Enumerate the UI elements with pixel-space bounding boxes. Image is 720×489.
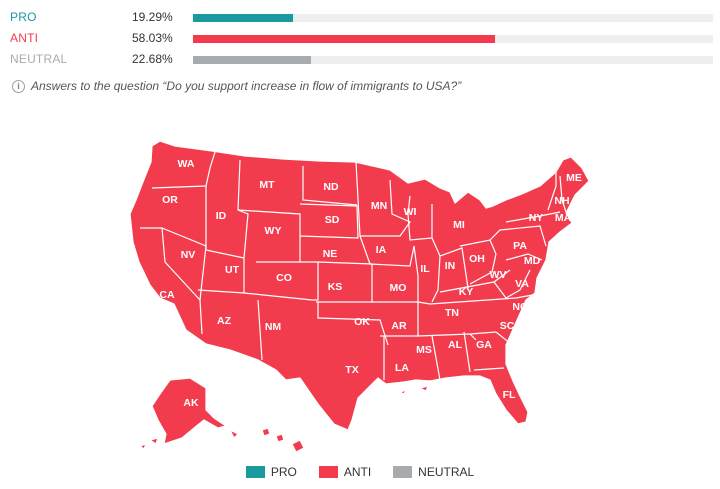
state-label-nd[interactable]: ND bbox=[323, 181, 339, 193]
state-label-id[interactable]: ID bbox=[216, 210, 227, 222]
state-label-ma[interactable]: MA bbox=[555, 212, 572, 224]
state-label-mo[interactable]: MO bbox=[390, 282, 407, 294]
legend-swatch bbox=[318, 466, 338, 478]
legend-label: NEUTRAL bbox=[418, 465, 475, 479]
state-label-ak[interactable]: AK bbox=[183, 397, 199, 409]
state-label-nc[interactable]: NC bbox=[512, 301, 528, 313]
state-label-mi[interactable]: MI bbox=[453, 219, 465, 231]
legend-label: ANTI bbox=[343, 465, 372, 479]
state-label-in[interactable]: IN bbox=[445, 260, 456, 272]
result-bar-track bbox=[193, 35, 713, 43]
result-row-anti: ANTI 58.03% bbox=[10, 29, 716, 50]
legend-item-pro[interactable]: PRO bbox=[245, 465, 297, 479]
result-bar-fill bbox=[193, 35, 495, 43]
state-label-ga[interactable]: GA bbox=[476, 339, 492, 351]
state-label-sc[interactable]: SC bbox=[500, 320, 515, 332]
state-label-ar[interactable]: AR bbox=[391, 320, 407, 332]
state-label-sd[interactable]: SD bbox=[325, 214, 340, 226]
result-label: NEUTRAL bbox=[10, 52, 68, 66]
state-label-pa[interactable]: PA bbox=[513, 240, 527, 252]
result-bar-track bbox=[193, 14, 713, 22]
state-label-il[interactable]: IL bbox=[420, 263, 430, 275]
result-label: ANTI bbox=[10, 31, 39, 45]
state-label-az[interactable]: AZ bbox=[217, 315, 232, 327]
state-label-wv[interactable]: WV bbox=[490, 269, 507, 281]
state-label-nm[interactable]: NM bbox=[265, 321, 282, 333]
result-bar-fill bbox=[193, 56, 311, 64]
legend-item-anti[interactable]: ANTI bbox=[318, 465, 372, 479]
alaska-shape bbox=[151, 377, 227, 445]
state-label-la[interactable]: LA bbox=[395, 362, 409, 374]
results-bars: PRO 19.29% ANTI 58.03% NEUTRAL 22.68% bbox=[10, 8, 716, 71]
legend: PRO ANTI NEUTRAL bbox=[0, 465, 720, 479]
state-label-mn[interactable]: MN bbox=[371, 200, 387, 212]
state-label-wy[interactable]: WY bbox=[265, 225, 282, 237]
result-value: 58.03% bbox=[132, 31, 173, 45]
question-caption: i Answers to the question “Do you suppor… bbox=[12, 79, 461, 93]
state-label-wi[interactable]: WI bbox=[404, 206, 417, 218]
state-label-al[interactable]: AL bbox=[448, 339, 463, 351]
state-label-ny[interactable]: NY bbox=[529, 212, 544, 224]
state-label-ky[interactable]: KY bbox=[459, 286, 474, 298]
state-label-va[interactable]: VA bbox=[515, 278, 529, 290]
state-label-ks[interactable]: KS bbox=[328, 281, 343, 293]
legend-swatch bbox=[393, 466, 413, 478]
state-label-ne[interactable]: NE bbox=[323, 248, 338, 260]
state-label-ms[interactable]: MS bbox=[416, 344, 432, 356]
result-row-neutral: NEUTRAL 22.68% bbox=[10, 50, 716, 71]
legend-swatch bbox=[245, 466, 265, 478]
result-bar-track bbox=[193, 56, 713, 64]
info-icon[interactable]: i bbox=[12, 79, 25, 93]
hawaii-shape bbox=[261, 427, 305, 453]
legend-item-neutral[interactable]: NEUTRAL bbox=[393, 465, 474, 479]
state-label-wa[interactable]: WA bbox=[178, 158, 195, 170]
state-label-md[interactable]: MD bbox=[524, 255, 541, 267]
state-label-nv[interactable]: NV bbox=[181, 249, 196, 261]
alaska-islands bbox=[139, 429, 239, 450]
state-label-ca[interactable]: CA bbox=[159, 289, 175, 301]
result-bar-fill bbox=[193, 14, 294, 22]
result-row-pro: PRO 19.29% bbox=[10, 8, 716, 29]
state-label-tx[interactable]: TX bbox=[345, 364, 358, 376]
state-label-ia[interactable]: IA bbox=[376, 244, 387, 256]
state-label-fl[interactable]: FL bbox=[503, 389, 516, 401]
state-label-oh[interactable]: OH bbox=[469, 253, 485, 265]
result-value: 19.29% bbox=[132, 10, 173, 24]
state-label-or[interactable]: OR bbox=[162, 194, 178, 206]
state-borders bbox=[140, 151, 567, 381]
state-label-me[interactable]: ME bbox=[566, 172, 582, 184]
legend-label: PRO bbox=[270, 465, 297, 479]
state-label-ok[interactable]: OK bbox=[354, 316, 370, 328]
question-text: Answers to the question “Do you support … bbox=[31, 79, 462, 93]
state-label-tn[interactable]: TN bbox=[445, 307, 459, 319]
state-label-co[interactable]: CO bbox=[276, 272, 292, 284]
state-label-mt[interactable]: MT bbox=[259, 179, 275, 191]
state-label-nh[interactable]: NH bbox=[554, 195, 569, 207]
result-label: PRO bbox=[10, 10, 37, 24]
state-label-ut[interactable]: UT bbox=[225, 264, 240, 276]
result-value: 22.68% bbox=[132, 52, 173, 66]
